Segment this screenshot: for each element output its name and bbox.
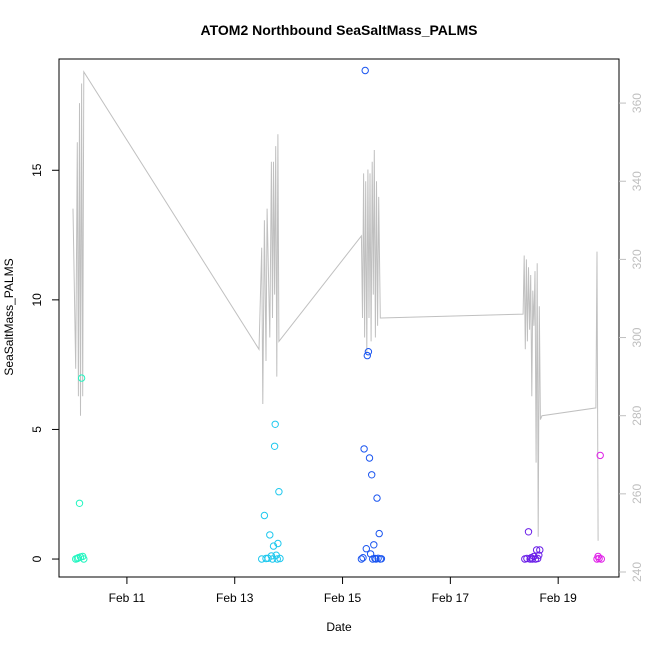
y-axis-label: SeaSaltMass_PALMS xyxy=(2,258,16,375)
x-axis-label: Date xyxy=(326,620,352,634)
data-point xyxy=(535,551,543,559)
chart-title: ATOM2 Northbound SeaSaltMass_PALMS xyxy=(201,22,478,38)
data-point xyxy=(534,554,542,563)
plot-frame xyxy=(58,58,620,578)
y-tick-label: 0 xyxy=(30,555,44,562)
y2-tick-label: 340 xyxy=(630,171,644,191)
data-point xyxy=(536,546,544,554)
points-layer xyxy=(72,66,605,563)
data-point xyxy=(523,554,531,563)
data-point xyxy=(361,66,369,75)
y2-tick-label: 240 xyxy=(630,562,644,582)
data-point xyxy=(274,539,282,548)
y2-tick-label: 300 xyxy=(630,327,644,347)
data-point xyxy=(366,550,375,558)
x-tick-label: Feb 11 xyxy=(109,591,146,605)
data-point xyxy=(260,511,269,520)
y-tick-label: 5 xyxy=(30,426,44,433)
x-tick-label: Feb 15 xyxy=(324,591,362,605)
data-point xyxy=(597,555,605,563)
data-point xyxy=(273,555,281,563)
data-point xyxy=(359,554,367,562)
data-point xyxy=(276,554,284,563)
y-tick-label: 10 xyxy=(30,293,44,307)
data-point xyxy=(267,552,276,560)
data-point xyxy=(363,351,371,360)
secondary-y-axis: 240 260 280 300 320 340 360 xyxy=(619,93,644,582)
data-point xyxy=(368,471,376,479)
y2-tick-label: 320 xyxy=(630,249,644,269)
data-point xyxy=(375,529,383,538)
data-point xyxy=(80,555,88,563)
data-point xyxy=(524,528,533,536)
data-point xyxy=(270,442,279,450)
data-point xyxy=(271,420,279,428)
data-point xyxy=(77,374,86,382)
data-point xyxy=(377,555,386,563)
data-point xyxy=(364,348,373,356)
data-point xyxy=(275,488,283,496)
x-tick-label: Feb 13 xyxy=(216,591,254,605)
y2-tick-label: 260 xyxy=(630,484,644,504)
x-tick-label: Feb 17 xyxy=(432,591,470,605)
data-point xyxy=(357,555,366,563)
y-tick-label: 15 xyxy=(30,163,44,177)
x-axis: Feb 11 Feb 13 Feb 15 Feb 17 Feb 19 xyxy=(109,577,577,605)
data-point xyxy=(268,555,277,563)
data-point xyxy=(362,545,370,553)
y-axis: 0 5 10 15 xyxy=(30,163,59,562)
x-tick-label: Feb 19 xyxy=(539,591,577,605)
data-point xyxy=(526,555,534,563)
data-point xyxy=(596,451,604,460)
data-point xyxy=(370,541,378,549)
data-point xyxy=(75,499,84,507)
data-point xyxy=(365,454,374,462)
data-point xyxy=(373,494,381,502)
secondary-line-layer xyxy=(72,70,599,541)
y2-tick-label: 360 xyxy=(630,93,644,113)
data-point xyxy=(266,531,274,539)
data-point xyxy=(360,445,368,453)
y2-tick-label: 280 xyxy=(630,405,644,425)
secondary-series-line xyxy=(72,70,599,541)
